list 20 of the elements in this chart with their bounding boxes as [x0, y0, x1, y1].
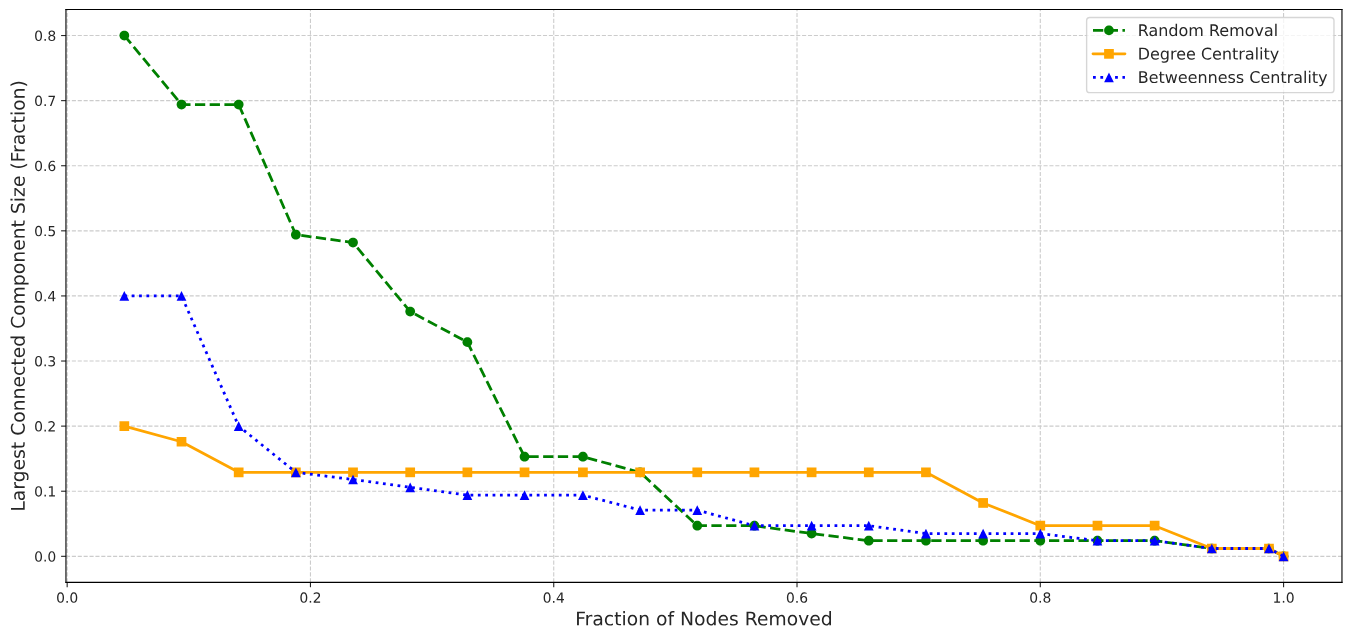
legend-label: Random Removal — [1139, 23, 1277, 37]
y-tick-label: 0.3 — [35, 355, 56, 367]
y-axis-title: Largest Connected Component Size (Fraction) — [10, 81, 29, 510]
x-tick-label: 0.2 — [300, 592, 321, 603]
x-tick-label: 0.6 — [786, 592, 808, 603]
y-tick-label: 0.7 — [35, 95, 56, 107]
y-tick-label: 0.8 — [35, 30, 56, 42]
x-axis-title: Fraction of Nodes Removed — [577, 611, 831, 626]
x-tick-label: 0.0 — [57, 592, 78, 603]
legend-label: Betweenness Centrality — [1139, 70, 1328, 87]
x-tick-label: 0.4 — [543, 592, 564, 603]
legend-label: Degree Centrality — [1139, 47, 1279, 63]
y-tick-label: 0.6 — [35, 160, 56, 172]
x-tick-label: 1.0 — [1274, 592, 1294, 603]
y-tick-label: 0.0 — [35, 551, 56, 562]
y-tick-label: 0.2 — [35, 421, 55, 432]
y-tick-label: 0.1 — [35, 486, 55, 497]
y-tick-label: 0.4 — [35, 290, 56, 302]
x-tick-label: 0.8 — [1030, 592, 1051, 603]
y-tick-label: 0.5 — [35, 225, 56, 237]
